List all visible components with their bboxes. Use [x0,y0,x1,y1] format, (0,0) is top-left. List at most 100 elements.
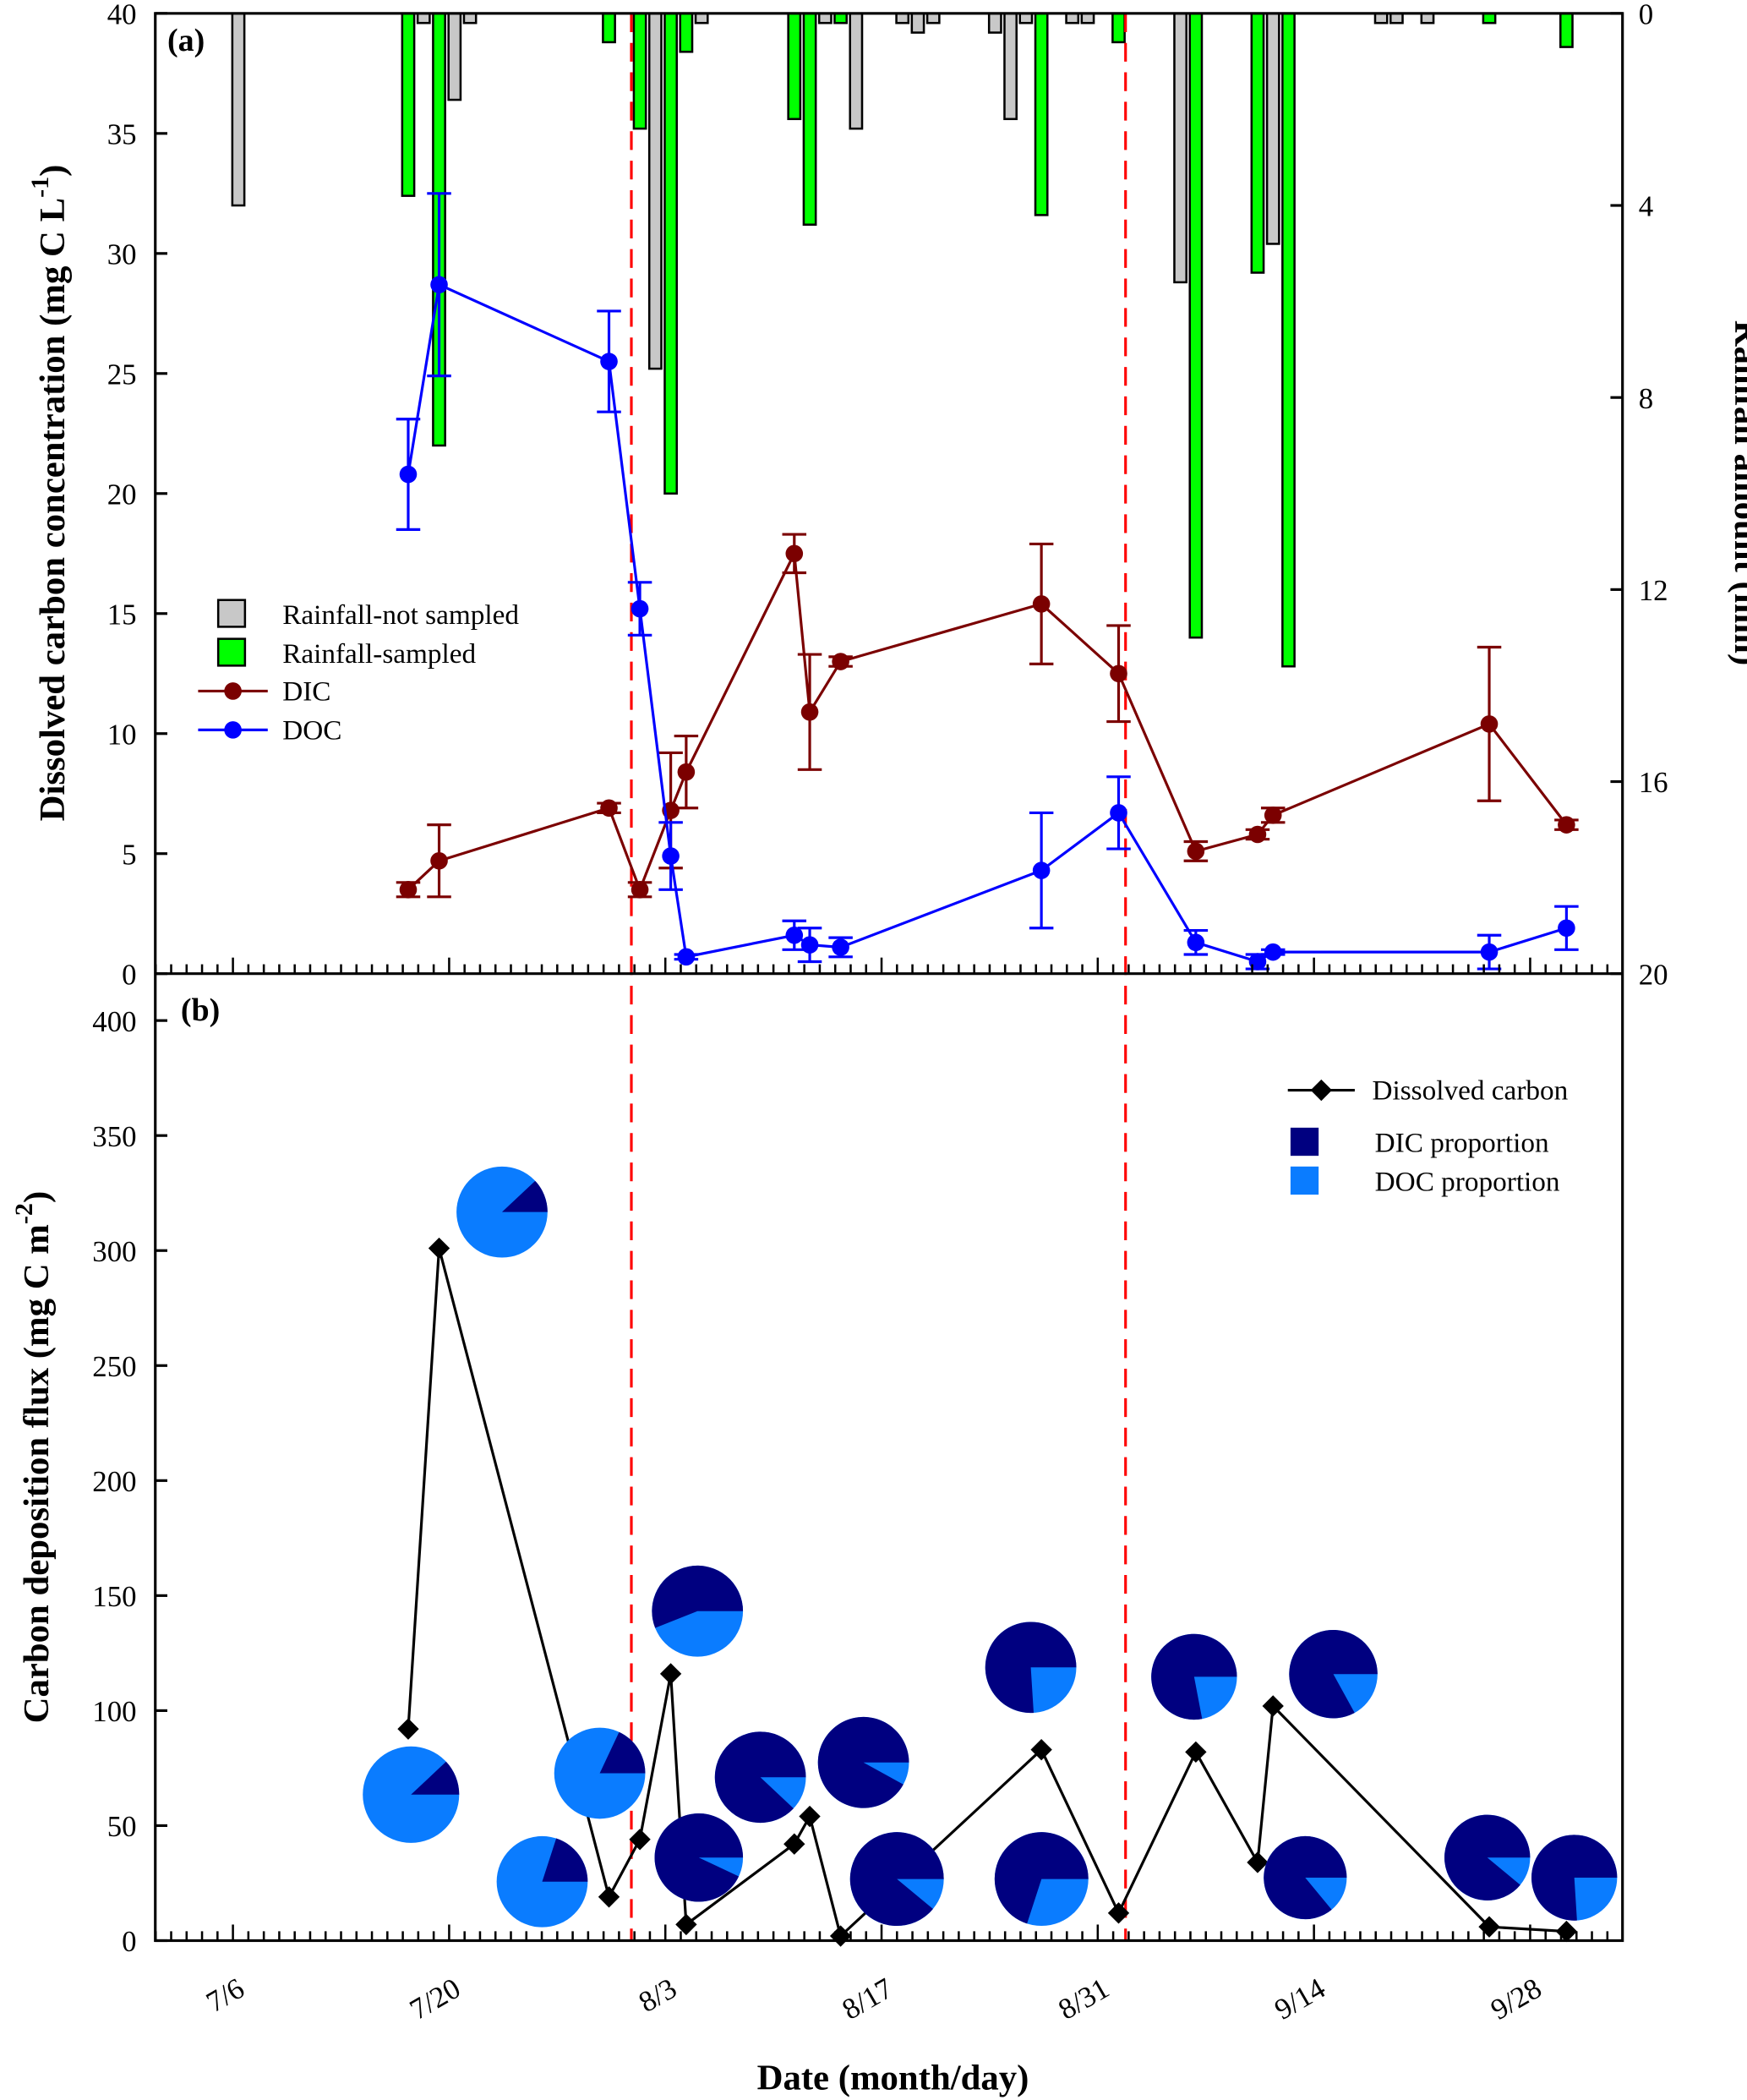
flux-legend-marker [1310,1079,1332,1102]
rainfall-not-sampled-bar [1065,12,1080,25]
rainfall-sampled-bar [401,12,416,197]
y-axis-title-text: Carbon deposition flux (mg C m [17,1224,57,1723]
x-tick-label: 7/20 [404,1971,466,2026]
dic-point [1187,842,1205,861]
dissolved-carbon-point [799,1805,821,1828]
y2-tick-label: 4 [1639,190,1653,223]
panel_a-y-axis-title: Dissolved carbon concentration (mg C L-1… [25,165,73,822]
rainfall-sampled-bar [1250,12,1265,274]
rainfall-sampled-bar [1281,12,1296,668]
rainfall-sampled-bar [1188,12,1204,639]
rainfall-sampled-bar [1034,12,1049,216]
rainfall-sampled-bar [833,12,848,25]
rainfall-not-sampled-bar [1018,12,1034,25]
y-axis-title-text: Dissolved carbon concentration (mg C L [33,198,73,821]
rainfall-sampled-bar [1559,12,1574,48]
y2-tick-label: 12 [1639,574,1668,607]
rainfall-not-sampled-bar [1420,12,1435,25]
proportion-pie [1289,1629,1378,1719]
doc-point [1558,919,1575,938]
rainfall-not-sampled-bar [817,12,833,25]
x-tick-label: 8/31 [1053,1971,1115,2026]
proportion-pie [363,1746,460,1843]
doc-point [1480,943,1499,961]
dic-proportion-slice [542,1838,588,1882]
y-tick-label: 25 [107,358,137,391]
doc-point [1110,804,1127,822]
y-tick-label: 400 [92,1005,136,1038]
y-tick-label: 15 [107,598,137,631]
legend-label: Rainfall-sampled [282,638,476,670]
y-axis-title-superscript: -1 [25,177,54,198]
doc-point [800,936,819,954]
rainfall-not-sampled-swatch [216,599,247,628]
legend-label: Dissolved carbon [1373,1075,1569,1107]
legend-label: DOC proportion [1375,1166,1560,1197]
dissolved-carbon-point [397,1718,419,1740]
rainfall-sampled-swatch [216,637,247,667]
rainfall-sampled-bar [802,12,817,226]
dic-proportion-slice [985,1621,1077,1714]
dissolved-carbon-point [598,1886,620,1908]
dic-point [600,799,618,818]
rainfall-not-sampled-bar [1003,12,1018,121]
dic-proportion-slice [599,1731,646,1774]
legend-label: DIC [282,676,330,708]
rainfall-sampled-bar [602,12,616,44]
proportion-pie [456,1166,548,1258]
rainfall-not-sampled-bar [416,12,431,25]
doc-point [1187,933,1205,952]
rainfall-not-sampled-bar [1373,12,1389,25]
dic-proportion-slice [1264,1835,1347,1920]
y2-tick-label: 16 [1639,766,1668,799]
dic-proportion-slice [1151,1633,1237,1720]
dissolved-carbon-point [428,1237,450,1260]
proportion-pie [849,1832,944,1927]
doc-legend-marker [224,721,242,739]
proportion-pie [994,1832,1089,1927]
y-tick-label: 200 [92,1465,136,1498]
proportion-pie [1531,1835,1618,1921]
rainfall-not-sampled-bar [925,12,941,25]
dic-proportion-slice [1289,1629,1378,1719]
dic-point [800,703,819,721]
legend-label: DIC proportion [1375,1127,1549,1158]
rainfall-bars [231,12,1574,668]
dic-point [677,763,696,781]
dic-point [430,851,448,870]
proportion-pie [985,1621,1077,1714]
y-tick-label: 35 [107,118,137,150]
panel-b-label: (b) [181,993,220,1028]
x-tick-label: 9/14 [1269,1971,1330,2026]
rainfall-not-sampled-bar [910,12,925,34]
rainfall-sampled-bar [632,12,647,130]
proportion-pie [654,1813,744,1902]
dic-proportion-slice [994,1832,1089,1924]
rainfall-sampled-bar [663,12,679,495]
proportion-pie [554,1727,646,1819]
y-tick-label: 100 [92,1695,136,1728]
doc-point [832,938,849,956]
dic-legend-marker [224,682,242,700]
legend-label: Rainfall-not sampled [282,599,519,631]
y-tick-label: 350 [92,1120,136,1153]
concentration-series [396,192,1579,971]
y2-tick-label: 0 [1639,0,1653,31]
y2-tick-label: 20 [1639,958,1668,991]
proportion-pie [1444,1814,1531,1900]
reference-lines [630,13,1127,1941]
y-tick-label: 0 [122,1925,136,1958]
rainfall-not-sampled-bar [1080,12,1095,25]
y-tick-label: 0 [122,958,136,991]
dic-point [785,544,804,563]
doc-point [399,465,418,484]
proportion-pie [1264,1835,1347,1920]
rainfall-not-sampled-bar [447,12,462,101]
x-axis-title: Date (month/day) [757,2058,1029,2097]
doc-point [600,353,618,370]
flux-series [363,1166,1618,1947]
panel_b-y-axis-title: Carbon deposition flux (mg C m-2) [9,1191,57,1724]
dic-proportion-slice [817,1716,909,1808]
y-tick-label: 50 [107,1810,137,1843]
doc-point [662,847,680,865]
